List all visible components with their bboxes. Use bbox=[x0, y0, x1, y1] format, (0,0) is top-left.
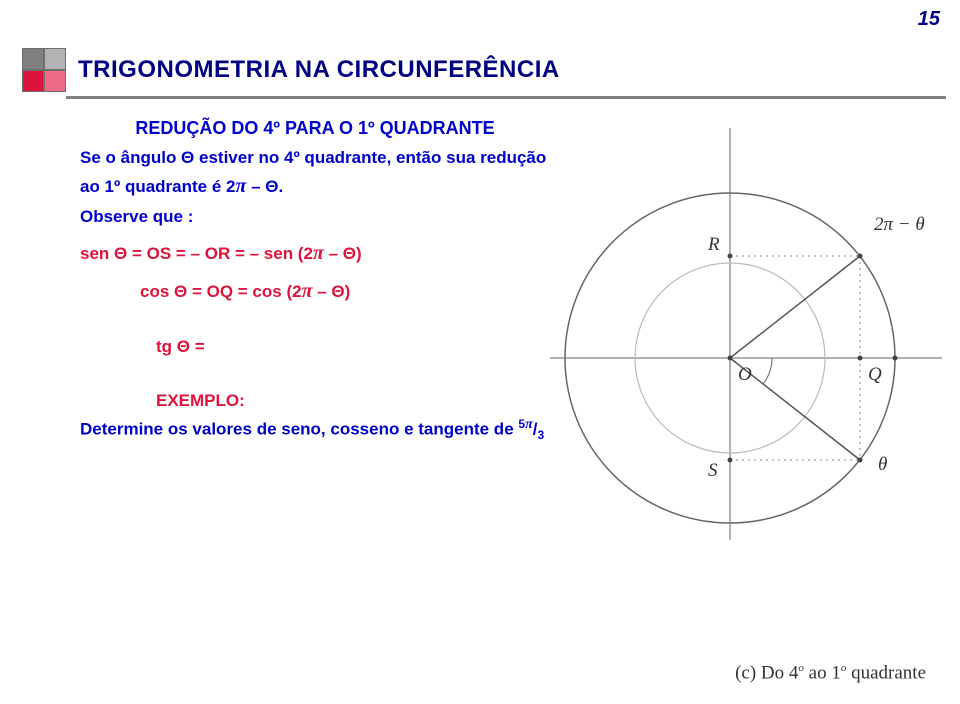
content-area: REDUÇÃO DO 4º PARA O 1º QUADRANTE Se o â… bbox=[80, 118, 550, 443]
title-decoration bbox=[22, 48, 66, 92]
diagram-caption: (c) Do 4o ao 1o quadrante bbox=[735, 662, 926, 684]
title-underline bbox=[66, 96, 946, 99]
sen-equation: sen Θ = OS = – OR = – sen (2π – Θ) bbox=[80, 235, 550, 271]
body-part1: Se o ângulo Θ estiver no 4º quadrante, e… bbox=[80, 148, 546, 196]
body-text: Se o ângulo Θ estiver no 4º quadrante, e… bbox=[80, 145, 550, 201]
determine-a: Determine os valores de seno, cosseno e … bbox=[80, 419, 518, 438]
subtitle: REDUÇÃO DO 4º PARA O 1º QUADRANTE bbox=[80, 118, 550, 139]
observe-label: Observe que : bbox=[80, 207, 550, 227]
pi-symbol: π bbox=[235, 175, 246, 197]
sen-a: sen Θ = OS = – OR = – sen (2 bbox=[80, 244, 313, 263]
deco-block bbox=[44, 70, 66, 92]
determine-text: Determine os valores de seno, cosseno e … bbox=[80, 415, 550, 444]
frac-pi: π bbox=[525, 417, 533, 432]
cos-a: cos Θ = OQ = cos (2 bbox=[140, 282, 302, 301]
deco-block bbox=[22, 48, 44, 70]
label-Q: Q bbox=[868, 364, 882, 385]
pi-symbol: π bbox=[313, 242, 324, 264]
label-2pi-theta: 2π − θ bbox=[874, 214, 925, 235]
cos-equation: cos Θ = OQ = cos (2π – Θ) bbox=[140, 273, 550, 309]
sen-b: – Θ) bbox=[324, 244, 362, 263]
cos-b: – Θ) bbox=[313, 282, 351, 301]
label-S: S bbox=[708, 460, 718, 481]
tg-equation: tg Θ = bbox=[156, 337, 550, 357]
caption-mid: ao 1 bbox=[804, 662, 841, 683]
deco-block bbox=[22, 70, 44, 92]
pi-symbol: π bbox=[302, 280, 313, 302]
body-end: – Θ. bbox=[246, 177, 283, 196]
deco-block bbox=[44, 48, 66, 70]
page-title: TRIGONOMETRIA NA CIRCUNFERÊNCIA bbox=[78, 56, 560, 84]
circle-diagram: R 2π − θ O Q S θ bbox=[540, 108, 952, 548]
page-number: 15 bbox=[918, 8, 940, 31]
label-O: O bbox=[738, 364, 752, 385]
caption-c: (c) Do 4 bbox=[735, 662, 798, 683]
caption-end: quadrante bbox=[846, 662, 926, 683]
title-row: TRIGONOMETRIA NA CIRCUNFERÊNCIA bbox=[22, 48, 560, 92]
label-theta: θ bbox=[878, 454, 887, 475]
exemplo-label: EXEMPLO: bbox=[156, 391, 550, 411]
label-R: R bbox=[707, 234, 720, 255]
